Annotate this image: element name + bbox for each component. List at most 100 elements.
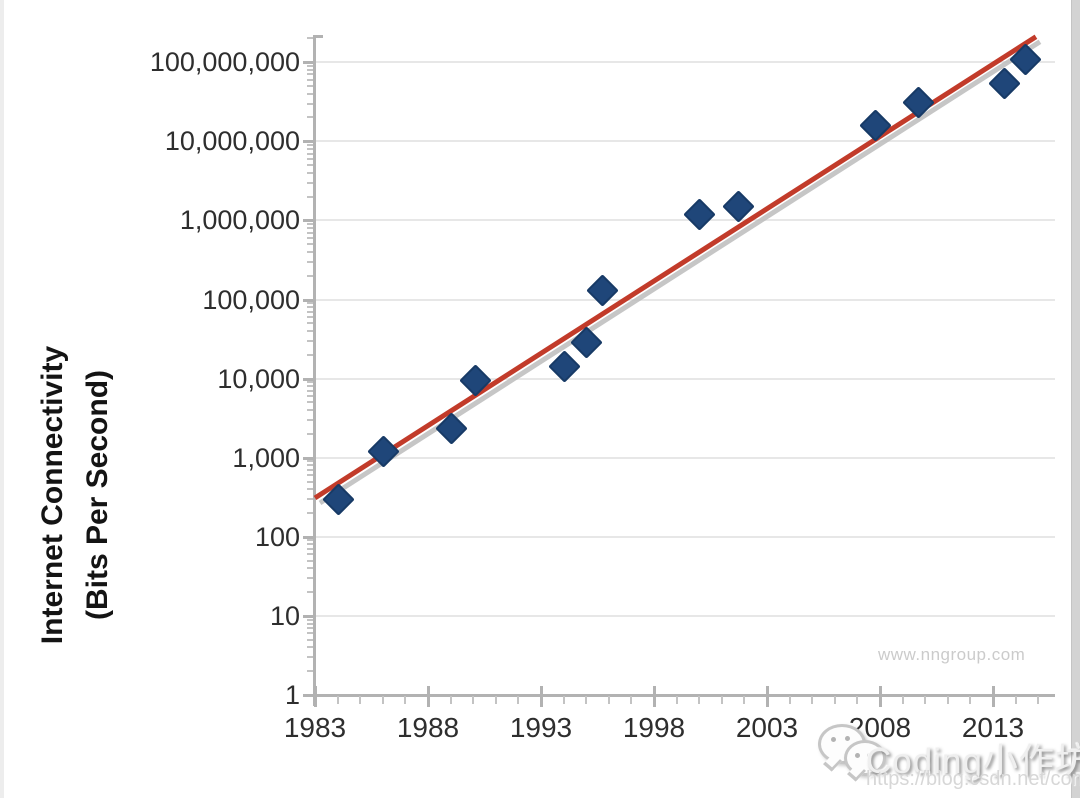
x-axis-major-tick (766, 686, 769, 707)
y-axis-minor-tick (307, 460, 313, 463)
y-axis-tick-label: 100 (254, 521, 300, 552)
y-gridline (315, 61, 1055, 64)
y-axis-minor-tick (307, 227, 313, 230)
y-axis-minor-tick (307, 627, 313, 630)
x-axis-minor-tick (1014, 696, 1017, 704)
y-axis-minor-tick (307, 250, 313, 253)
y-axis-minor-tick (307, 116, 313, 119)
y-axis-minor-tick (307, 68, 313, 71)
y-axis-minor-tick (307, 539, 313, 542)
y-axis-minor-tick (307, 591, 313, 594)
y-axis-minor-tick (307, 656, 313, 659)
y-gridline (315, 219, 1055, 222)
x-axis-minor-tick (675, 696, 678, 704)
y-axis-minor-tick (307, 37, 313, 40)
y-axis-minor-tick (307, 622, 313, 625)
y-axis-minor-tick (307, 401, 313, 404)
x-axis-minor-tick (449, 696, 452, 704)
x-axis-major-tick (879, 686, 882, 707)
trend-line-shadow (318, 39, 1042, 506)
y-axis-minor-tick (307, 395, 313, 398)
x-axis-tick-label: 1993 (509, 712, 573, 743)
y-axis-minor-tick (307, 322, 313, 325)
x-axis-minor-tick (517, 696, 520, 704)
y-axis-minor-tick (307, 64, 313, 67)
y-axis-minor-tick (307, 559, 313, 562)
x-axis-minor-tick (946, 696, 949, 704)
y-axis-major-tick (303, 456, 313, 460)
y-axis-minor-tick (307, 223, 313, 226)
x-axis-minor-tick (1037, 696, 1040, 704)
y-axis-minor-tick (307, 381, 313, 384)
x-axis-minor-tick (472, 696, 475, 704)
y-axis-minor-tick (307, 274, 313, 277)
y-axis-minor-tick (307, 316, 313, 319)
x-axis-minor-tick (811, 696, 814, 704)
y-axis-minor-tick (307, 152, 313, 155)
y-axis-minor-tick (307, 171, 313, 174)
nngroup-watermark: www.nngroup.com (878, 645, 1026, 664)
y-axis-minor-tick (307, 618, 313, 621)
x-axis-major-tick (314, 686, 317, 707)
y-axis-major-tick (303, 219, 313, 223)
wechat-bubble-small (844, 740, 886, 776)
y-axis-major-tick (303, 61, 313, 65)
page-right-border (1071, 0, 1080, 798)
y-axis-minor-tick (307, 143, 313, 146)
y-axis-minor-tick (307, 638, 313, 641)
y-axis-minor-tick (307, 147, 313, 150)
y-axis-minor-tick (307, 385, 313, 388)
y-axis-minor-tick (307, 632, 313, 635)
wechat-icon (816, 722, 888, 782)
x-axis-tick-label: 1998 (622, 712, 686, 743)
x-axis-minor-tick (856, 696, 859, 704)
y-axis-major-tick (303, 298, 313, 302)
y-axis-minor-tick (307, 236, 313, 239)
y-axis-minor-tick (307, 231, 313, 234)
y-axis-tick-label: 1,000,000 (179, 205, 300, 236)
y-axis-minor-tick (307, 474, 313, 477)
x-axis-minor-tick (901, 696, 904, 704)
y-axis-minor-tick (307, 553, 313, 556)
x-axis-minor-tick (562, 696, 565, 704)
x-axis-tick-label: 2013 (961, 712, 1025, 743)
y-axis-minor-tick (307, 260, 313, 263)
y-axis-minor-tick (307, 339, 313, 342)
x-axis-minor-tick (969, 696, 972, 704)
y-axis-minor-tick (307, 102, 313, 105)
y-axis-minor-tick (307, 306, 313, 309)
x-axis-minor-tick (404, 696, 407, 704)
y-axis-tick-label: 10,000 (217, 363, 300, 394)
y-axis-minor-tick (307, 543, 313, 546)
y-axis-minor-tick (307, 92, 313, 95)
x-axis-major-tick (992, 686, 995, 707)
y-axis-minor-tick (307, 243, 313, 246)
y-gridline (315, 614, 1055, 617)
x-axis-minor-tick (743, 696, 746, 704)
y-axis-minor-tick (307, 73, 313, 76)
y-axis-minor-tick (307, 329, 313, 332)
x-axis-minor-tick (359, 696, 362, 704)
y-axis-tick-label: 1 (284, 680, 300, 710)
y-axis-minor-tick (307, 468, 313, 471)
y-gridline (315, 140, 1055, 143)
x-axis-minor-tick (698, 696, 701, 704)
y-axis-major-tick (303, 140, 313, 144)
y-axis-minor-tick (307, 78, 313, 81)
x-axis-line (307, 694, 1055, 697)
y-gridline (315, 377, 1055, 380)
y-axis-minor-tick (307, 498, 313, 501)
y-axis-minor-tick (307, 432, 313, 435)
x-axis-major-tick (540, 686, 543, 707)
y-axis-top-tick (313, 35, 323, 38)
y-axis-minor-tick (307, 310, 313, 313)
x-axis-major-tick (653, 686, 656, 707)
x-axis-minor-tick (630, 696, 633, 704)
y-axis-minor-tick (307, 511, 313, 514)
csdn-url-watermark: https://blog.csdn.net/companyzh (866, 768, 1080, 790)
x-axis-minor-tick (833, 696, 836, 704)
page-left-border (0, 0, 4, 798)
y-axis-minor-tick (307, 85, 313, 87)
x-axis-tick-label: 1983 (283, 712, 347, 743)
